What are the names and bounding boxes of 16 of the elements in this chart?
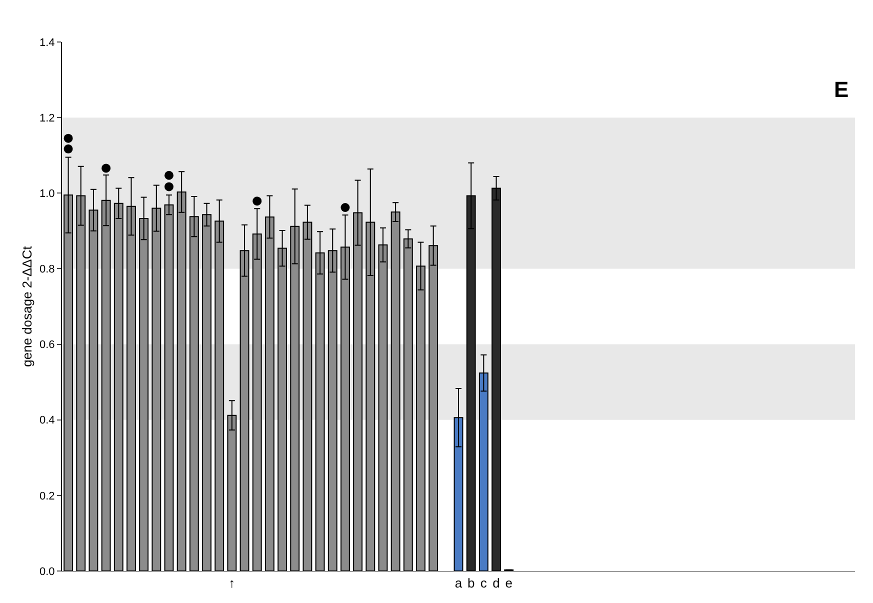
y-axis-title: gene dosage 2-ΔΔCt [19, 246, 34, 367]
x-tick-label: d [492, 576, 500, 591]
annotation: E [834, 77, 849, 102]
x-tick-label: a [454, 576, 463, 591]
y-tick-label: 0.0 [40, 566, 55, 578]
y-tick-label: 0.4 [40, 414, 55, 427]
y-tick-label: 0.6 [40, 339, 55, 352]
y-tick-label: 0.2 [40, 490, 55, 502]
x-tick-label: c [480, 576, 488, 591]
x-tick-label: e [505, 576, 512, 591]
x-tick-label: ↑ [228, 576, 236, 591]
y-tick-label: 0.8 [40, 264, 55, 276]
y-tick-label: 1.0 [40, 188, 55, 200]
y-tick-label: 1.4 [40, 36, 55, 49]
x-tick-label: b [467, 576, 475, 591]
y-tick-label: 1.2 [40, 112, 55, 124]
